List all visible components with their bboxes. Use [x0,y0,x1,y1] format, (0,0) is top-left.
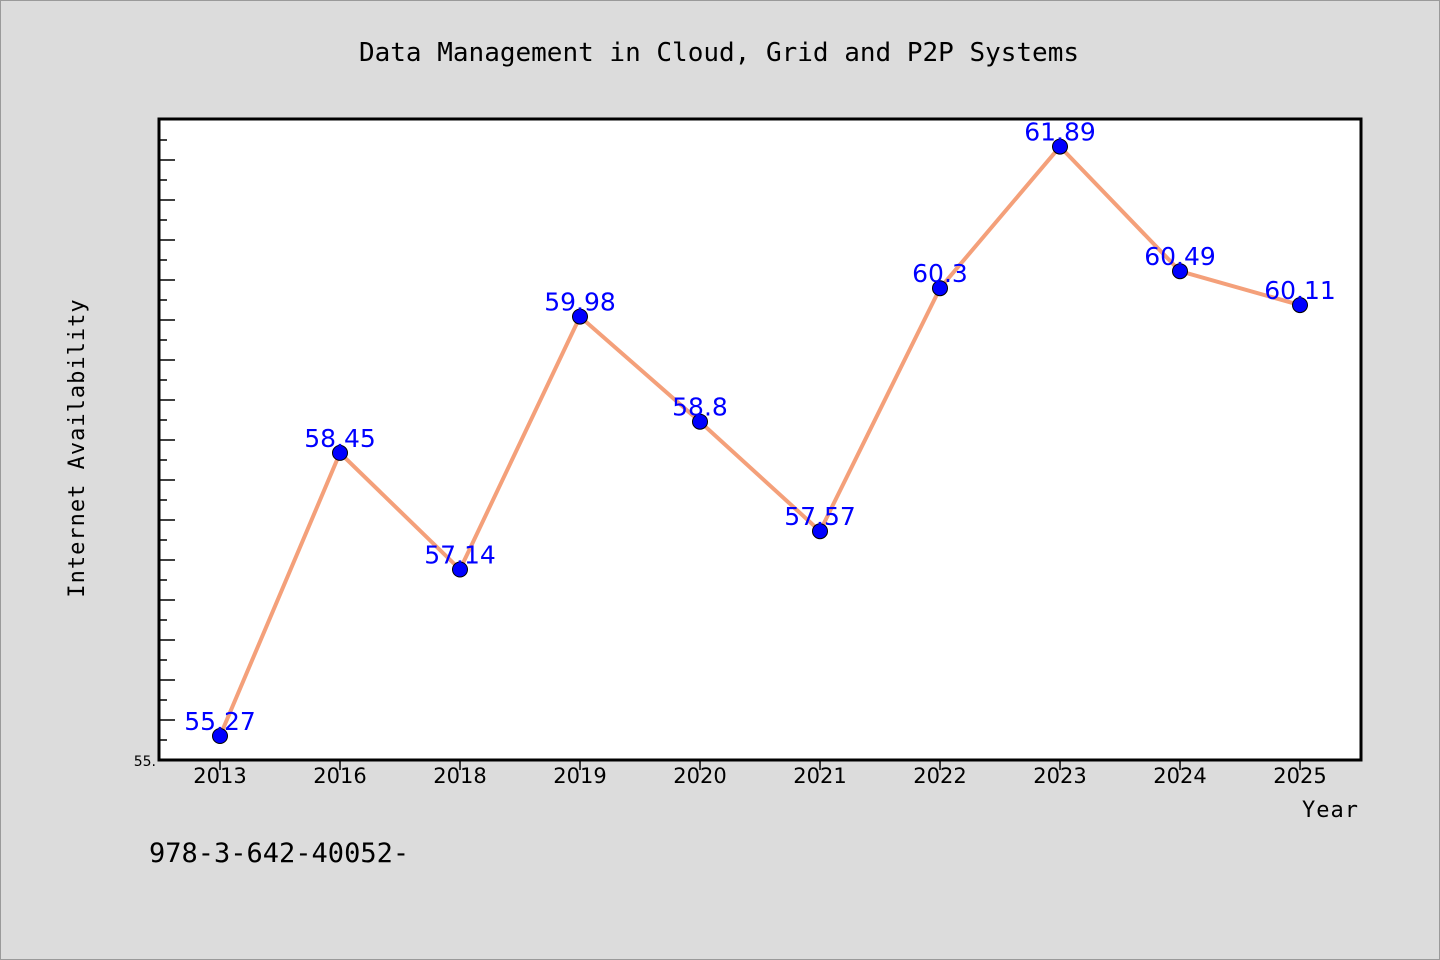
data-point [572,308,588,325]
data-label: 60.11 [1264,276,1336,305]
y-axis-minor-ticks [159,139,175,761]
data-point [212,728,228,744]
data-label: 61.89 [1024,118,1096,147]
x-tick-label: 2022 [913,764,966,788]
x-tick-label: 2025 [1273,764,1326,788]
data-labels: 55.27 58.45 57.14 59.98 58.8 57.57 60.3 61.89 60… [184,118,1336,736]
y-tick-label: 55. [134,754,156,770]
x-axis-ticks [219,760,1301,770]
x-tick-label: 2021 [793,764,846,788]
data-point [812,523,828,540]
footer-text: 978-3-642-40052- [149,838,409,869]
plot-area [157,117,1363,762]
data-point [452,561,468,578]
data-label: 59.98 [544,288,616,317]
data-markers [212,138,1308,744]
data-label: 57.57 [784,502,856,531]
x-tick-label: 2023 [1033,764,1086,788]
data-label: 55.27 [184,707,256,736]
data-point [332,444,348,461]
data-label: 60.3 [912,259,968,288]
x-tick-label: 2013 [193,764,246,788]
data-point [1052,138,1068,155]
chart-title: Data Management in Cloud, Grid and P2P S… [359,38,1079,68]
x-axis-label: Year [1302,798,1359,823]
data-point [1292,297,1308,314]
data-point [932,280,948,297]
data-point [692,413,708,430]
x-tick-labels: 2013 2016 2018 2019 2020 2021 2022 2023 2024 2025 [193,764,1326,788]
y-axis-label: Internet Availability [65,298,90,597]
data-point [1172,263,1188,280]
series-line [218,144,1301,737]
data-label: 57.14 [424,541,496,570]
x-tick-label: 2020 [673,764,726,788]
data-label: 60.49 [1144,242,1216,271]
x-tick-label: 2018 [433,764,486,788]
data-label: 58.8 [672,393,728,422]
x-tick-label: 2024 [1153,764,1206,788]
data-label: 58.45 [304,424,376,453]
x-tick-label: 2019 [553,764,606,788]
x-tick-label: 2016 [313,764,366,788]
